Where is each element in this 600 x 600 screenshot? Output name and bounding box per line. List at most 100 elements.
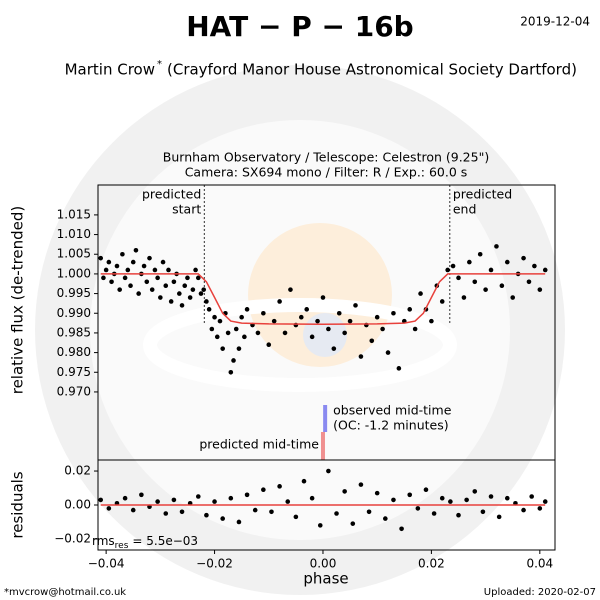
data-point <box>537 287 543 292</box>
data-point <box>228 369 234 375</box>
data-point <box>521 507 526 513</box>
data-point <box>431 511 437 516</box>
y-tick-label: 0.02 <box>64 464 91 478</box>
data-point <box>504 259 510 265</box>
data-point <box>209 326 215 332</box>
data-point <box>204 299 209 304</box>
midtime-label: (OC: -1.2 minutes) <box>333 418 448 433</box>
data-point <box>477 251 483 257</box>
background-logo <box>35 65 565 595</box>
data-point <box>488 267 494 273</box>
data-point <box>407 492 413 498</box>
data-point <box>483 287 488 292</box>
data-point <box>309 334 315 340</box>
data-point <box>412 326 418 332</box>
data-point <box>136 291 141 296</box>
x-tick-label: −0.04 <box>88 557 125 571</box>
data-point <box>317 523 323 528</box>
x-axis-label: phase <box>303 570 348 588</box>
data-point <box>358 482 364 487</box>
data-point <box>228 495 234 501</box>
data-point <box>117 287 122 292</box>
data-point <box>350 521 356 526</box>
y-axis-label: relative flux (de-trended) <box>9 206 27 395</box>
data-point <box>353 303 358 308</box>
midtime-marker <box>320 432 325 460</box>
data-point <box>252 507 258 513</box>
x-tick-label: 0.04 <box>526 557 553 571</box>
data-point <box>336 310 342 316</box>
data-point <box>163 283 169 289</box>
data-point <box>494 244 499 249</box>
data-point <box>242 334 247 340</box>
data-point <box>204 512 209 518</box>
data-point <box>391 497 396 503</box>
data-point <box>423 487 429 493</box>
data-point <box>271 318 277 324</box>
data-point <box>133 248 139 253</box>
data-point <box>231 358 236 363</box>
data-point <box>369 338 375 344</box>
y-tick-label: 1.015 <box>57 207 91 221</box>
midtime-label: predicted mid-time <box>199 437 319 452</box>
data-point <box>472 279 478 285</box>
data-point <box>168 299 174 304</box>
data-point <box>456 512 461 518</box>
data-point <box>98 255 104 261</box>
data-point <box>114 263 120 269</box>
data-point <box>277 484 282 489</box>
y-axis-label: residuals <box>9 471 27 538</box>
data-point <box>106 506 112 511</box>
y-tick-label: −0.02 <box>54 531 91 545</box>
boundary-label: start <box>172 202 201 217</box>
data-point <box>269 509 274 515</box>
data-point <box>450 263 456 269</box>
data-point <box>261 310 266 316</box>
y-tick-label: 0.00 <box>64 498 91 512</box>
data-point <box>130 259 136 265</box>
data-point <box>109 279 114 285</box>
data-point <box>155 499 160 504</box>
data-point <box>149 287 155 292</box>
y-tick-label: 1.005 <box>57 247 91 261</box>
data-point <box>445 267 450 273</box>
data-point <box>326 326 331 332</box>
x-tick-label: −0.02 <box>196 557 233 571</box>
chart-title: Burnham Observatory / Telescope: Celestr… <box>163 150 489 165</box>
data-point <box>171 279 177 285</box>
data-point <box>448 499 453 504</box>
date: 2019-12-04 <box>520 15 590 29</box>
data-point <box>499 283 505 289</box>
data-point <box>152 267 158 273</box>
data-point <box>103 267 109 273</box>
data-point <box>342 330 347 336</box>
data-point <box>185 275 190 281</box>
x-tick-label: 0.02 <box>418 557 445 571</box>
data-point <box>195 494 201 499</box>
data-point <box>542 267 548 273</box>
data-point <box>309 495 315 501</box>
email: *mvcrow@hotmail.co.uk <box>4 587 126 598</box>
data-point <box>147 255 152 261</box>
y-tick-label: 1.000 <box>57 266 91 280</box>
data-point <box>464 497 469 503</box>
data-point <box>190 287 196 292</box>
data-point <box>374 314 380 320</box>
data-point <box>366 509 372 515</box>
data-point <box>166 267 171 273</box>
data-point <box>467 259 472 265</box>
boundary-label: predicted <box>142 187 201 202</box>
data-point <box>130 507 136 513</box>
data-point <box>429 318 434 324</box>
chart-subtitle: Camera: SX694 mono / Filter: R / Exp.: 6… <box>185 165 468 180</box>
data-point <box>529 494 534 499</box>
model-line <box>100 273 546 326</box>
data-point <box>171 497 177 503</box>
data-point <box>342 489 347 494</box>
y-tick-label: 0.975 <box>57 365 91 379</box>
data-point <box>158 295 163 300</box>
data-point <box>198 291 204 296</box>
data-point <box>233 326 239 332</box>
data-point <box>288 287 293 292</box>
data-point <box>496 514 502 520</box>
